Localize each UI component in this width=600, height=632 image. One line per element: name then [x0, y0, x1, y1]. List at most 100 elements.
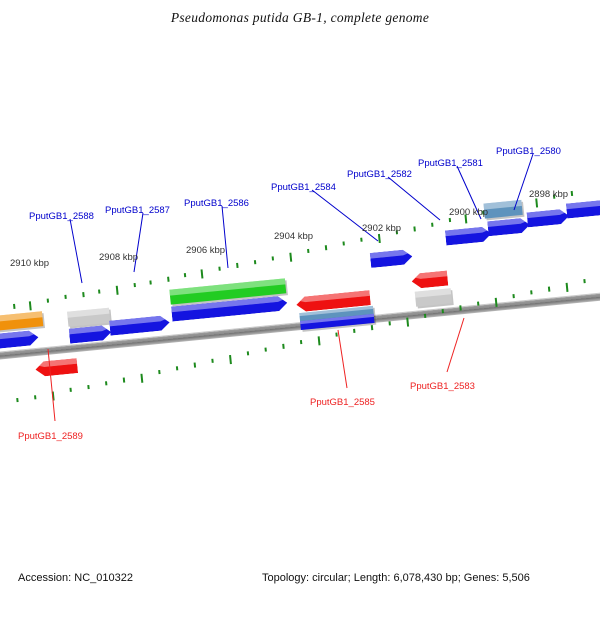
gene-tick-lower-23 — [423, 313, 427, 318]
gene-label-pputgb1_2587[interactable]: PputGB1_2587 — [105, 205, 170, 216]
gene-tick-lower-9 — [175, 366, 179, 371]
feature-steel-2581-highlight — [483, 199, 522, 210]
ruler-tick-label-4: 2902 kbp — [362, 223, 402, 234]
feature-red-2589-highlight — [35, 358, 77, 368]
gene-tick-lower-32 — [583, 279, 586, 284]
gene-tick-lower-19 — [353, 328, 356, 333]
feature-blue-2584-highlight — [370, 249, 412, 259]
genome-map-viewer: Pseudomonas putida GB-1, complete genome… — [0, 10, 600, 584]
gene-tick-upper-19 — [342, 241, 345, 246]
feature-blue-2580[interactable] — [527, 208, 570, 227]
gene-tick-lower-25 — [459, 305, 462, 311]
gene-label-pputgb1_2588[interactable]: PputGB1_2588 — [29, 211, 94, 222]
feature-blue-2582-body — [445, 226, 492, 245]
gene-label-pputgb1_2589[interactable]: PputGB1_2589 — [18, 431, 83, 442]
gene-tick-upper-20 — [360, 237, 363, 242]
gene-label-pputgb1_2584[interactable]: PputGB1_2584 — [271, 182, 336, 193]
feature-blue-2582-highlight — [445, 226, 491, 236]
gene-tick-lower-6 — [122, 377, 126, 383]
gene-label-pputgb1_2583[interactable]: PputGB1_2583 — [410, 381, 475, 392]
gene-tick-upper-15 — [271, 256, 275, 261]
gene-tick-upper-2 — [46, 298, 50, 303]
ruler-tick-label-5: 2900 kbp — [449, 207, 489, 218]
feature-blue-2581[interactable] — [487, 217, 530, 236]
gene-tick-lower-13 — [246, 351, 250, 356]
gene-tick-lower-15 — [282, 343, 285, 349]
feature-red-2583-highlight — [411, 271, 447, 280]
gene-tick-upper-32 — [570, 190, 574, 197]
feature-red-2583[interactable] — [411, 271, 448, 289]
feature-red-2585-highlight — [296, 290, 370, 303]
feature-steel-2581[interactable] — [483, 199, 523, 219]
feature-orange-left-highlight — [0, 311, 43, 323]
feature-blue-right[interactable] — [566, 199, 600, 218]
feature-blue-right-body — [566, 199, 600, 218]
gene-tick-upper-4 — [82, 292, 85, 298]
genome-stats-text: Topology: circular; Length: 6,078,430 bp… — [262, 572, 530, 584]
gene-tick-upper-10 — [183, 273, 187, 278]
gene-tick-lower-12 — [229, 354, 232, 365]
feature-gray-2588-highlight — [67, 307, 110, 318]
gene-tick-upper-5 — [98, 289, 101, 294]
gene-label-pputgb1_2585[interactable]: PputGB1_2585 — [310, 397, 375, 408]
gene-tick-upper-12 — [218, 266, 221, 271]
gene-tick-lower-3 — [69, 387, 72, 392]
gene-tick-lower-24 — [441, 309, 444, 314]
feature-blue-2587-body — [109, 315, 170, 336]
gene-tick-lower-26 — [477, 301, 480, 306]
feature-blue-right-highlight — [566, 199, 600, 209]
gene-tick-lower-14 — [264, 347, 267, 352]
gene-tick-upper-8 — [149, 280, 152, 285]
gene-tick-upper-21 — [377, 233, 381, 244]
gene-tick-upper-18 — [324, 245, 328, 251]
gene-tick-lower-20 — [370, 325, 374, 331]
gene-tick-upper-11 — [200, 269, 204, 279]
feature-steel-2581-body — [483, 199, 523, 219]
feature-gray-2583-highlight — [414, 288, 452, 298]
gene-tick-lower-10 — [193, 362, 197, 368]
gene-tick-upper-17 — [307, 248, 310, 254]
gene-tick-upper-3 — [64, 294, 67, 299]
gene-tick-lower-29 — [530, 290, 533, 295]
ruler-tick-label-1: 2908 kbp — [99, 252, 139, 263]
gene-tick-upper-25 — [448, 217, 452, 223]
gene-label-pputgb1_2580[interactable]: PputGB1_2580 — [496, 146, 561, 157]
ruler-tick-label-3: 2904 kbp — [274, 231, 314, 242]
gene-tick-lower-1 — [34, 395, 37, 400]
gene-tick-lower-0 — [16, 397, 19, 403]
feature-gray-2588[interactable] — [67, 307, 111, 327]
accession-text: Accession: NC_010322 — [18, 572, 133, 584]
feature-gray-2583[interactable] — [414, 288, 453, 307]
gene-tick-lower-7 — [140, 373, 144, 383]
feature-blue-2581-body — [487, 217, 530, 236]
gene-tick-upper-13 — [236, 262, 239, 269]
gene-tick-upper-9 — [167, 276, 170, 282]
gene-tick-upper-1 — [28, 301, 32, 311]
gene-tick-lower-2 — [51, 391, 55, 401]
feature-red-2589-body — [35, 358, 78, 377]
ruler-tick-label-0: 2910 kbp — [10, 258, 50, 269]
ruler-tick-label-2: 2906 kbp — [186, 245, 226, 256]
feature-blue-2587-highlight — [109, 315, 169, 327]
gene-tick-lower-18 — [335, 332, 338, 337]
feature-blue-2580-highlight — [527, 208, 569, 218]
feature-blue-2582[interactable] — [445, 226, 492, 245]
feature-blue-2584[interactable] — [370, 249, 413, 268]
gene-tick-upper-16 — [289, 252, 293, 262]
gene-tick-upper-23 — [413, 226, 416, 232]
feature-blue-2589b-highlight — [0, 330, 38, 341]
gene-tick-lower-21 — [388, 321, 391, 326]
gene-label-pputgb1_2586[interactable]: PputGB1_2586 — [184, 198, 249, 209]
gene-tick-upper-24 — [431, 222, 434, 227]
gene-label-pputgb1_2582[interactable]: PputGB1_2582 — [347, 169, 412, 180]
ruler-tick-label-6: 2898 kbp — [529, 189, 569, 200]
feature-blue-2587[interactable] — [109, 315, 170, 336]
gene-tick-lower-30 — [547, 286, 551, 292]
gene-tick-lower-11 — [211, 358, 214, 363]
gene-tick-upper-7 — [133, 282, 136, 288]
gene-label-pputgb1_2581[interactable]: PputGB1_2581 — [418, 158, 483, 169]
gene-tick-lower-31 — [565, 282, 569, 292]
feature-red-2589[interactable] — [35, 358, 78, 377]
feature-blue-2580-body — [527, 208, 570, 227]
